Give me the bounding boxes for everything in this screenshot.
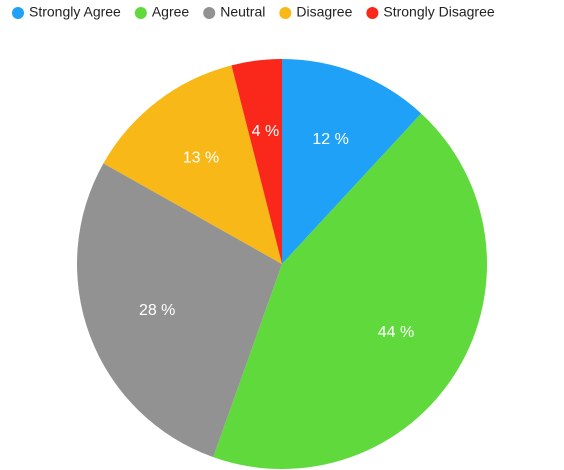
legend-swatch <box>203 7 216 19</box>
slice-label: 4 % <box>252 123 280 140</box>
pie-slice <box>282 59 422 264</box>
slice-label: 12 % <box>312 131 348 148</box>
legend-swatch <box>279 7 292 19</box>
legend-label: Strongly Disagree <box>383 4 494 20</box>
pie-slice <box>213 113 487 469</box>
pie-slice <box>76 163 283 458</box>
pie-slice <box>231 59 282 264</box>
slice-label: 28 % <box>139 302 175 319</box>
legend-swatch <box>366 7 379 19</box>
legend-swatch <box>12 7 24 19</box>
legend-label: Strongly Agree <box>29 4 121 20</box>
legend-label: Agree <box>152 4 190 20</box>
legend-swatch <box>134 7 147 19</box>
legend-label: Neutral <box>220 4 265 20</box>
slice-label: 44 % <box>378 324 414 341</box>
legend-label: Disagree <box>296 4 352 20</box>
pie-slice <box>103 65 282 264</box>
slice-label: 13 % <box>183 149 219 166</box>
